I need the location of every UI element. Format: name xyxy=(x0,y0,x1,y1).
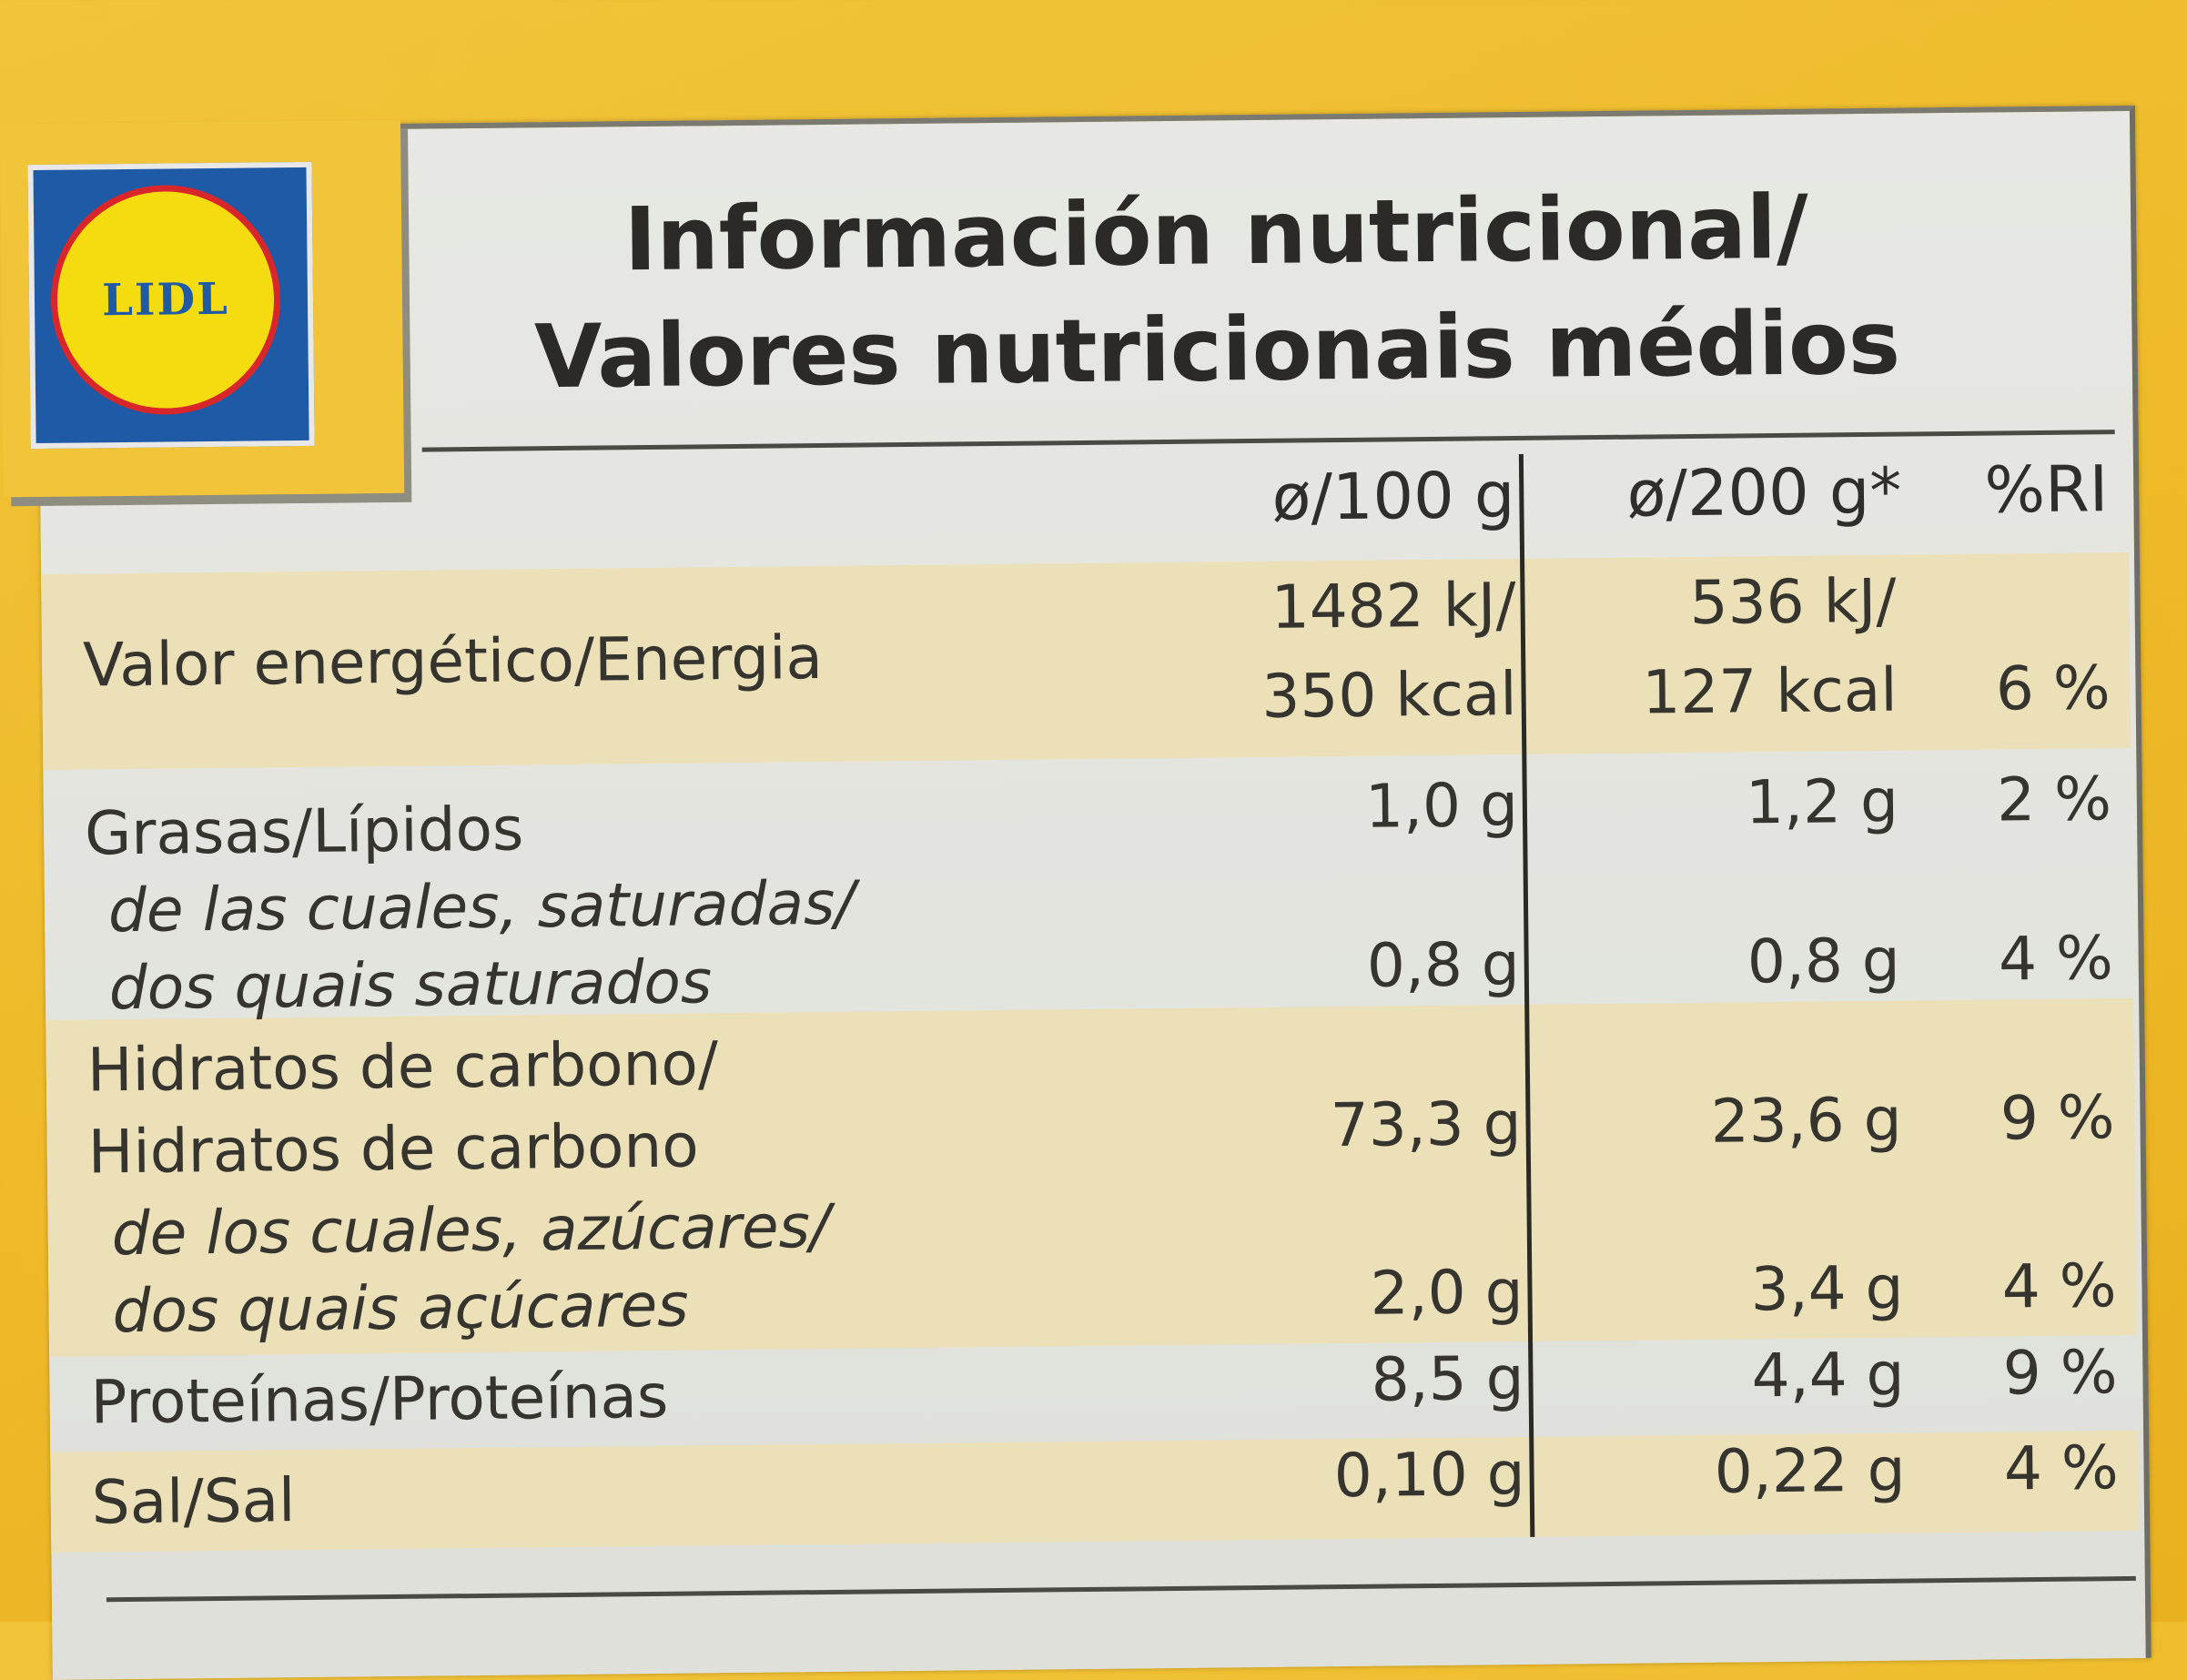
energy-per100-kcal: 350 kcal xyxy=(1261,659,1518,732)
fat-per100: 1,0 g xyxy=(1364,769,1519,842)
carbs-ri: 9 % xyxy=(2000,1082,2115,1154)
carbs-label-2: Hidratos de carbono xyxy=(87,1110,700,1188)
carbs-per100: 73,3 g xyxy=(1330,1088,1522,1161)
carbs-label-1: Hidratos de carbono/ xyxy=(86,1028,719,1106)
sugars-label-2: dos quais açúcares xyxy=(112,1270,689,1347)
protein-label: Proteínas/Proteínas xyxy=(90,1361,669,1438)
saturates-label-2: dos quais saturados xyxy=(108,946,713,1024)
logo-frame: LIDL xyxy=(0,119,405,498)
title-line-1: Información nutricional/ xyxy=(623,176,1809,291)
protein-per100: 8,5 g xyxy=(1371,1342,1524,1415)
title-line-2: Valores nutricionais médios xyxy=(533,291,1901,409)
saturates-ri: 4 % xyxy=(1998,923,2114,995)
protein-per200: 4,4 g xyxy=(1751,1339,1905,1412)
sugars-ri: 4 % xyxy=(2001,1250,2117,1322)
energy-per200-kcal: 127 kcal xyxy=(1641,654,1898,728)
salt-per200: 0,22 g xyxy=(1714,1434,1906,1507)
protein-ri: 9 % xyxy=(2002,1337,2118,1409)
carbs-per200: 23,6 g xyxy=(1710,1084,1902,1157)
salt-per100: 0,10 g xyxy=(1333,1438,1525,1512)
sugars-per100: 2,0 g xyxy=(1370,1256,1524,1329)
lidl-logo: LIDL xyxy=(27,161,315,450)
saturates-per200: 0,8 g xyxy=(1747,925,1901,997)
energy-ri: 6 % xyxy=(1995,653,2111,724)
fat-label: Grasas/Lípidos xyxy=(84,794,524,869)
header-per-100g: ø/100 g xyxy=(1271,458,1515,535)
energy-label: Valor energético/Energia xyxy=(82,622,824,701)
logo-circle: LIDL xyxy=(49,184,282,416)
bottom-divider xyxy=(106,1575,2136,1603)
title-divider xyxy=(421,430,2115,452)
salt-ri: 4 % xyxy=(2003,1432,2119,1504)
fat-ri: 2 % xyxy=(1996,764,2112,835)
header-ri: %RI xyxy=(1984,451,2109,528)
energy-per200-kj: 536 kJ/ xyxy=(1689,565,1897,639)
sugars-label-1: de los cuales, azúcares/ xyxy=(111,1190,831,1270)
fat-per200: 1,2 g xyxy=(1745,765,1899,838)
nutrition-label-panel: LIDL Información nutricional/ Valores nu… xyxy=(0,105,2152,1680)
sugars-per200: 3,4 g xyxy=(1750,1252,1904,1325)
salt-label: Sal/Sal xyxy=(91,1465,296,1538)
header-per-200g: ø/200 g* xyxy=(1626,453,1902,531)
nutrition-title: Información nutricional/ Valores nutrici… xyxy=(420,167,2015,416)
logo-text: LIDL xyxy=(101,273,230,327)
energy-per100-kj: 1482 kJ/ xyxy=(1271,570,1516,643)
saturates-label-1: de las cuales, saturadas/ xyxy=(107,867,856,946)
saturates-per100: 0,8 g xyxy=(1366,928,1521,1001)
